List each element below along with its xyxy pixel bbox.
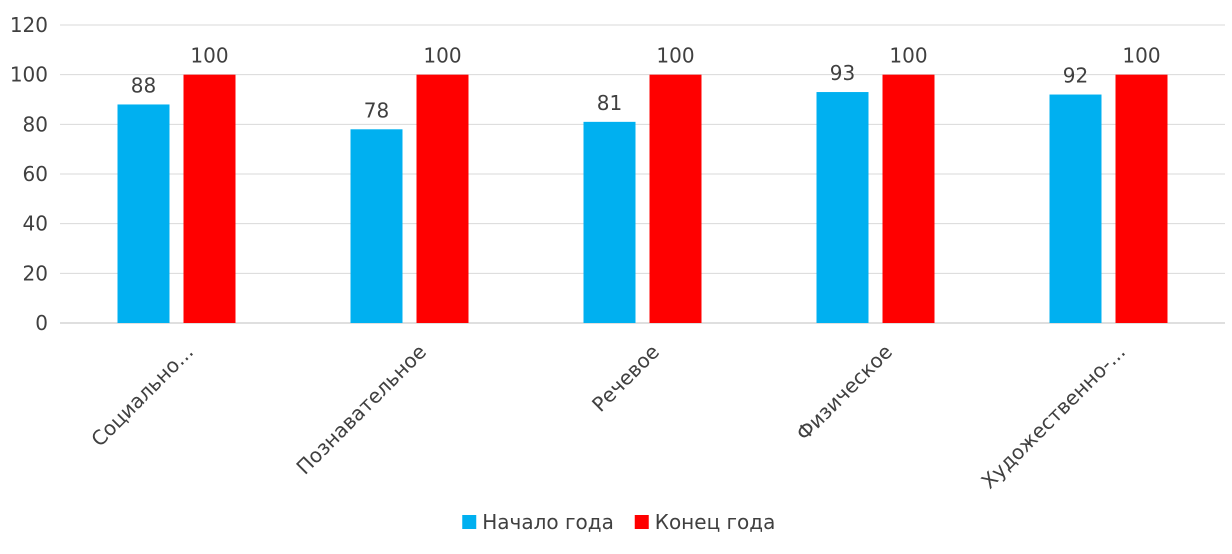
bars <box>117 74 1168 324</box>
bar-start-3 <box>816 92 869 323</box>
legend-swatch <box>634 515 649 529</box>
bar-end-0 <box>183 74 236 324</box>
category-label: Речевое <box>587 340 664 417</box>
data-label: 100 <box>423 44 461 68</box>
legend: Начало года Конец года <box>462 510 775 534</box>
y-tick-label: 20 <box>23 261 48 285</box>
category-label: Физическое <box>791 340 897 446</box>
data-label: 78 <box>364 98 389 122</box>
y-tick-label: 120 <box>10 13 48 37</box>
y-tick-label: 80 <box>23 112 48 136</box>
bar-start-1 <box>350 129 403 323</box>
y-tick-label: 0 <box>35 311 48 335</box>
legend-label: Начало года <box>482 510 614 534</box>
legend-label: Конец года <box>655 510 776 534</box>
legend-swatch <box>462 515 477 529</box>
x-axis-categories: Социально... Познавательное Речевое Физичес… <box>86 340 1130 494</box>
bar-start-2 <box>583 121 636 323</box>
bar-start-4 <box>1049 94 1102 324</box>
y-tick-label: 40 <box>23 212 48 236</box>
data-label: 100 <box>1122 44 1160 68</box>
data-label: 100 <box>190 44 228 68</box>
bar-end-3 <box>882 74 935 324</box>
bar-end-1 <box>416 74 469 324</box>
y-tick-label: 60 <box>23 162 48 186</box>
data-label: 81 <box>597 91 622 115</box>
data-label: 100 <box>656 44 694 68</box>
data-labels: 88 100 78 100 81 100 93 100 92 100 <box>131 44 1161 123</box>
gridlines <box>60 24 1225 324</box>
category-label: Социально... <box>86 340 198 452</box>
category-label: Художественно-... <box>976 340 1130 494</box>
category-label: Познавательное <box>291 340 431 480</box>
data-label: 100 <box>889 44 927 68</box>
data-label: 92 <box>1063 64 1088 88</box>
y-tick-label: 100 <box>10 63 48 87</box>
bar-end-4 <box>1115 74 1168 324</box>
data-label: 88 <box>131 73 156 97</box>
data-label: 93 <box>830 61 855 85</box>
y-axis-ticks: 0 20 40 60 80 100 120 <box>10 13 48 335</box>
bar-end-2 <box>649 74 702 324</box>
bar-start-0 <box>117 104 170 323</box>
